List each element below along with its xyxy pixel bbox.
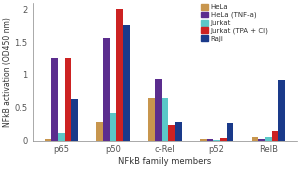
- Bar: [227, 123, 233, 141]
- Bar: [123, 25, 130, 141]
- Bar: [110, 113, 116, 141]
- Bar: [103, 38, 110, 141]
- Bar: [272, 131, 278, 141]
- Bar: [252, 137, 258, 141]
- Bar: [206, 139, 213, 141]
- Bar: [175, 122, 182, 141]
- Y-axis label: NFkB activation (OD450 nm): NFkB activation (OD450 nm): [3, 17, 12, 127]
- Bar: [200, 139, 206, 141]
- Bar: [96, 122, 103, 141]
- Legend: HeLa, HeLa (TNF-a), Jurkat, Jurkat (TPA + CI), Raji: HeLa, HeLa (TNF-a), Jurkat, Jurkat (TPA …: [200, 4, 269, 42]
- Bar: [220, 138, 227, 141]
- Bar: [51, 58, 58, 141]
- Bar: [116, 9, 123, 141]
- Bar: [65, 58, 71, 141]
- Bar: [258, 139, 265, 141]
- Bar: [71, 99, 78, 141]
- Bar: [161, 98, 168, 141]
- Bar: [265, 137, 272, 141]
- Bar: [148, 98, 155, 141]
- Bar: [278, 80, 285, 141]
- X-axis label: NFkB family members: NFkB family members: [118, 157, 212, 166]
- Bar: [213, 140, 220, 141]
- Bar: [45, 139, 51, 141]
- Bar: [168, 125, 175, 141]
- Bar: [58, 133, 65, 141]
- Bar: [155, 79, 161, 141]
